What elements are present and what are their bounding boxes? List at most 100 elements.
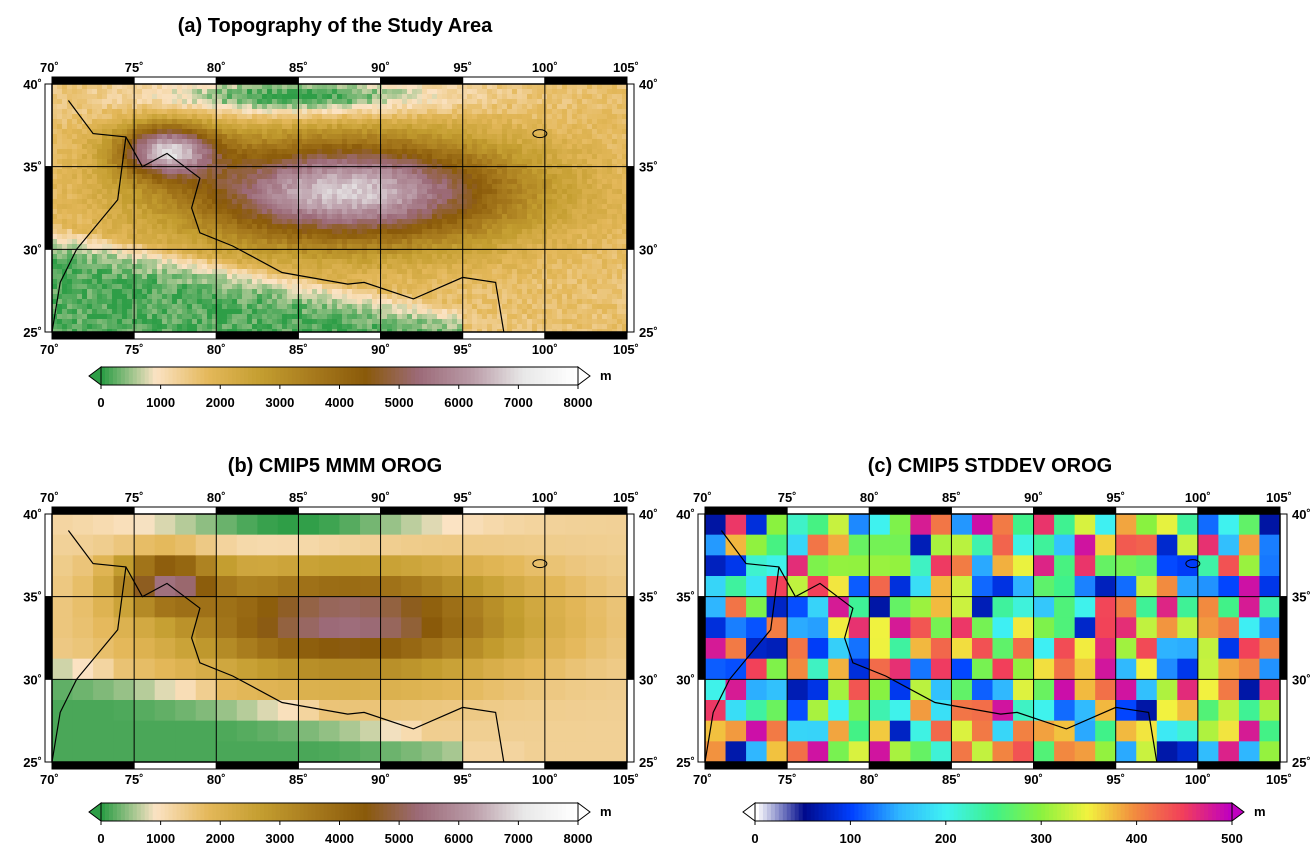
elevation-cell <box>152 99 158 105</box>
elevation-cell <box>247 209 253 215</box>
elevation-cell <box>377 319 383 325</box>
elevation-cell <box>467 199 473 205</box>
elevation-cell <box>342 154 348 160</box>
elevation-cell <box>497 184 503 190</box>
elevation-cell <box>182 229 188 235</box>
elevation-cell <box>502 134 508 140</box>
elevation-cell <box>117 154 123 160</box>
elevation-cell <box>392 214 398 220</box>
elevation-cell <box>182 124 188 130</box>
elevation-cell <box>392 259 398 265</box>
elevation-cell <box>207 314 213 320</box>
elevation-cell <box>212 249 218 255</box>
elevation-cell <box>257 214 263 220</box>
elevation-cell <box>77 179 83 185</box>
elevation-cell <box>362 144 368 150</box>
elevation-cell <box>457 99 463 105</box>
elevation-cell <box>502 199 508 205</box>
elevation-cell <box>467 159 473 165</box>
elevation-cell <box>72 169 78 175</box>
elevation-cell <box>467 139 473 145</box>
elevation-cell <box>452 279 458 285</box>
elevation-cell <box>387 279 393 285</box>
elevation-cell <box>202 244 208 250</box>
elevation-cell <box>112 319 118 325</box>
elevation-cell <box>352 234 358 240</box>
elevation-cell <box>287 324 293 330</box>
elevation-cell <box>367 304 373 310</box>
elevation-cell <box>532 229 538 235</box>
elevation-cell <box>497 224 503 230</box>
elevation-cell <box>182 324 188 330</box>
elevation-cell <box>547 109 553 115</box>
elevation-cell <box>442 199 448 205</box>
elevation-cell <box>422 144 428 150</box>
elevation-cell <box>57 299 63 305</box>
elevation-cell <box>472 269 478 275</box>
elevation-cell <box>417 124 423 130</box>
elevation-cell <box>267 279 273 285</box>
elevation-cell <box>222 279 228 285</box>
elevation-cell <box>117 189 123 195</box>
elevation-cell <box>427 179 433 185</box>
elevation-cell <box>232 174 238 180</box>
elevation-cell <box>312 214 318 220</box>
elevation-cell <box>207 304 213 310</box>
elevation-cell <box>222 194 228 200</box>
elevation-cell <box>207 294 213 300</box>
elevation-cell <box>142 309 148 315</box>
elevation-cell <box>142 179 148 185</box>
elevation-cell <box>192 264 198 270</box>
elevation-cell <box>392 169 398 175</box>
elevation-cell <box>487 119 493 125</box>
elevation-cell <box>117 259 123 265</box>
elevation-cell <box>472 179 478 185</box>
elevation-cell <box>362 119 368 125</box>
elevation-cell <box>197 224 203 230</box>
elevation-cell <box>527 84 533 90</box>
elevation-cell <box>407 284 413 290</box>
elevation-cell <box>312 204 318 210</box>
elevation-cell <box>517 299 523 305</box>
elevation-cell <box>57 124 63 130</box>
elevation-cell <box>137 139 143 145</box>
elevation-cell <box>422 234 428 240</box>
elevation-cell <box>372 259 378 265</box>
elevation-cell <box>127 239 133 245</box>
elevation-cell <box>457 129 463 135</box>
elevation-cell <box>357 279 363 285</box>
elevation-cell <box>182 129 188 135</box>
elevation-cell <box>127 189 133 195</box>
elevation-cell <box>522 309 528 315</box>
elevation-cell <box>442 259 448 265</box>
elevation-cell <box>282 289 288 295</box>
elevation-cell <box>242 189 248 195</box>
elevation-cell <box>397 119 403 125</box>
elevation-cell <box>157 229 163 235</box>
elevation-cell <box>392 324 398 330</box>
elevation-cell <box>307 209 313 215</box>
elevation-cell <box>52 139 58 145</box>
elevation-cell <box>277 244 283 250</box>
elevation-cell <box>302 149 308 155</box>
elevation-cell <box>172 214 178 220</box>
elevation-cell <box>317 189 323 195</box>
elevation-cell <box>57 294 63 300</box>
elevation-cell <box>97 299 103 305</box>
elevation-cell <box>352 194 358 200</box>
elevation-cell <box>92 314 98 320</box>
elevation-cell <box>472 189 478 195</box>
elevation-cell <box>257 249 263 255</box>
elevation-cell <box>287 159 293 165</box>
elevation-cell <box>392 304 398 310</box>
elevation-cell <box>182 149 188 155</box>
elevation-cell <box>412 94 418 100</box>
elevation-cell <box>212 124 218 130</box>
elevation-cell <box>232 124 238 130</box>
elevation-cell <box>492 319 498 325</box>
elevation-cell <box>352 154 358 160</box>
elevation-cell <box>282 244 288 250</box>
elevation-cell <box>352 239 358 245</box>
elevation-cell <box>537 244 543 250</box>
elevation-cell <box>282 194 288 200</box>
